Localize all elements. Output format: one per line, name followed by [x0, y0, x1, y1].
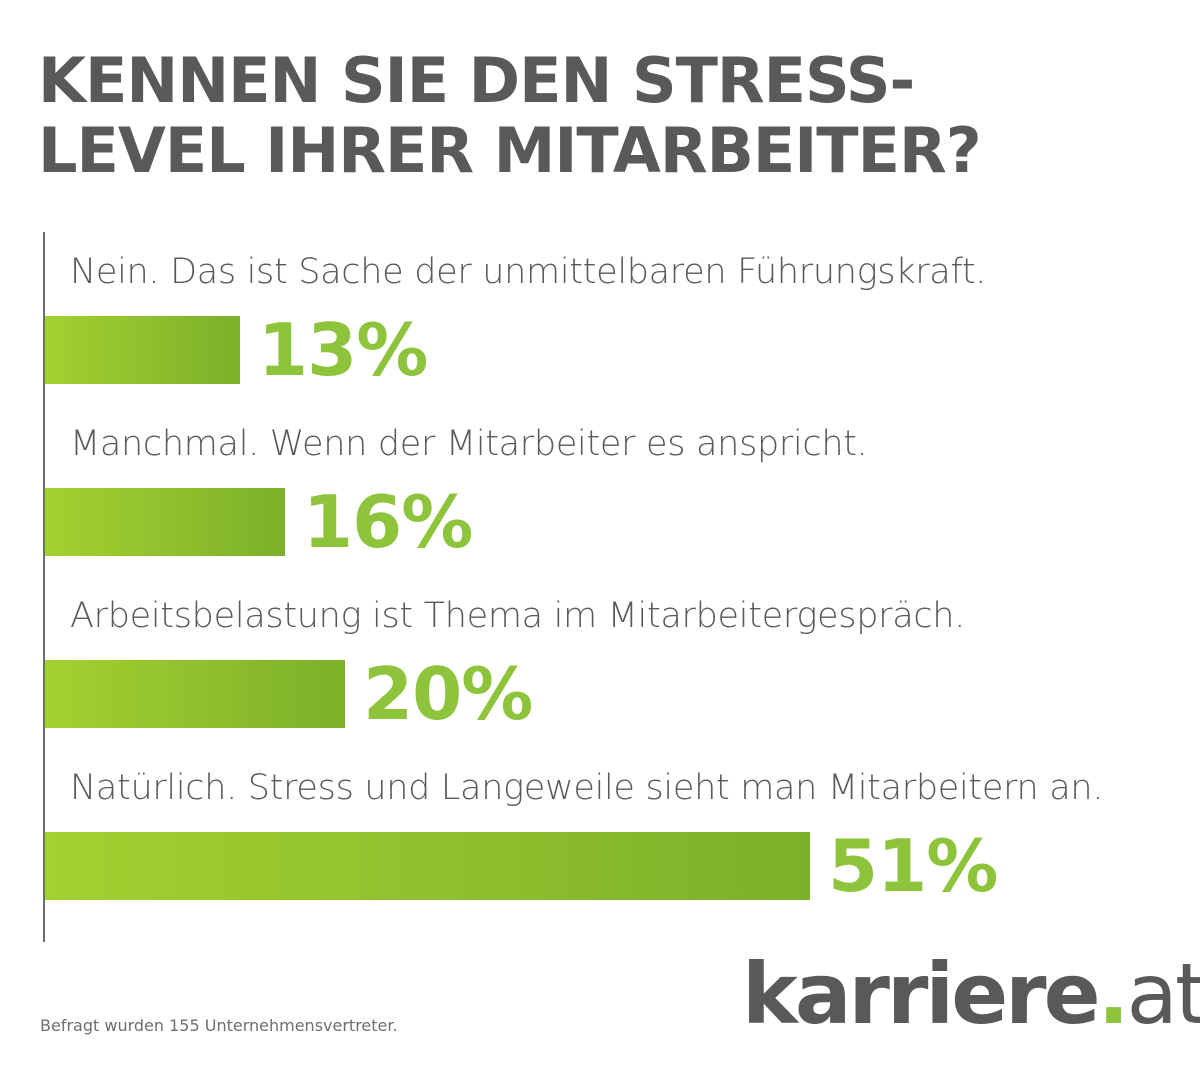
chart-title: KENNEN SIE DEN STRESS- LEVEL IHRER MITAR… [38, 46, 1158, 186]
category-label: Natürlich. Stress und Langeweile sieht m… [70, 768, 1104, 808]
value-label: 20% [363, 652, 533, 736]
axis-line [43, 232, 45, 942]
footnote: Befragt wurden 155 Unternehmensvertreter… [40, 1016, 398, 1035]
category-label: Arbeitsbelastung ist Thema im Mitarbeite… [70, 596, 966, 636]
value-label: 16% [303, 480, 473, 564]
chart-title-line-1: KENNEN SIE DEN STRESS- [38, 44, 915, 117]
logo-dot: . [1097, 945, 1130, 1043]
bar [45, 832, 810, 900]
bar [45, 488, 285, 556]
bar [45, 660, 345, 728]
logo-name: karriere [742, 945, 1101, 1043]
logo-tld: at [1126, 945, 1200, 1043]
category-label: Manchmal. Wenn der Mitarbeiter es anspri… [70, 424, 868, 464]
bar [45, 316, 240, 384]
value-label: 13% [258, 308, 428, 392]
karriere-logo: karriere.at [742, 944, 1200, 1044]
value-label: 51% [828, 824, 998, 908]
chart-title-line-2: LEVEL IHRER MITARBEITER? [38, 114, 982, 187]
category-label: Nein. Das ist Sache der unmittelbaren Fü… [70, 252, 987, 292]
